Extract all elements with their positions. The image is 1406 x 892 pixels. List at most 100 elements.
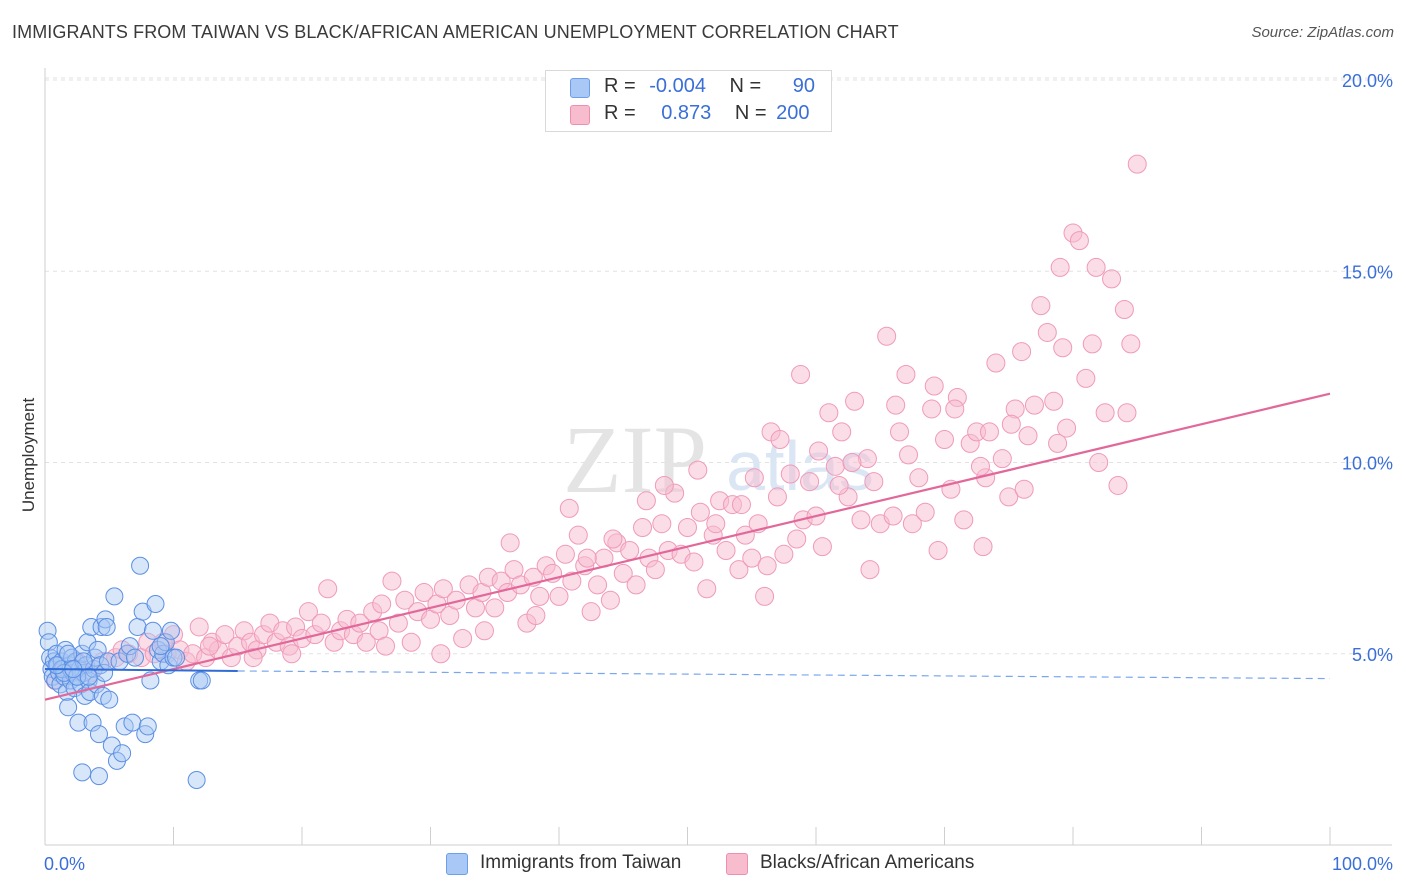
chart-title: IMMIGRANTS FROM TAIWAN VS BLACK/AFRICAN …	[12, 22, 899, 42]
point-black	[562, 571, 582, 591]
point-black	[1089, 453, 1109, 472]
point-black	[1086, 257, 1106, 277]
point-black	[832, 422, 852, 442]
point-black	[780, 464, 800, 484]
point-black	[311, 613, 331, 633]
r-label: R =	[604, 75, 636, 97]
point-black	[388, 613, 408, 633]
black-legend-swatch	[726, 853, 748, 875]
point-black	[787, 529, 807, 549]
point-taiwan	[187, 770, 206, 789]
point-black	[688, 460, 708, 480]
point-black	[886, 395, 906, 415]
source-label: Source: ZipAtlas.com	[1251, 24, 1394, 41]
point-black	[791, 365, 811, 385]
trend-black	[44, 392, 1331, 701]
y-tick-label: 20.0%	[1342, 71, 1393, 91]
point-black	[924, 376, 944, 396]
point-black	[199, 636, 219, 656]
point-taiwan	[83, 713, 102, 732]
grid-lines	[45, 77, 1392, 655]
point-black	[652, 514, 672, 534]
point-black	[935, 430, 954, 450]
r-value-black: 0.873	[661, 102, 712, 124]
point-black	[744, 468, 764, 488]
point-black	[1057, 418, 1077, 438]
point-black	[1014, 479, 1034, 499]
point-black	[376, 636, 396, 656]
point-taiwan	[161, 621, 180, 640]
trend-lines	[44, 392, 1331, 701]
point-black	[1050, 257, 1070, 277]
trend-taiwan	[44, 668, 238, 672]
point-taiwan	[138, 717, 157, 736]
point-black	[902, 514, 922, 534]
point-black	[1108, 475, 1128, 495]
point-black	[845, 391, 865, 411]
point-black	[1037, 322, 1057, 342]
n-label: N =	[734, 102, 767, 124]
point-black	[401, 632, 421, 652]
point-black	[851, 510, 871, 530]
point-black	[1001, 414, 1021, 434]
point-black	[1102, 269, 1122, 289]
point-taiwan	[82, 617, 101, 636]
point-black	[356, 632, 376, 652]
point-black	[864, 472, 884, 492]
point-taiwan	[125, 648, 144, 667]
point-black	[716, 540, 736, 560]
point-black	[1053, 338, 1073, 358]
n-label: N =	[729, 75, 762, 97]
point-taiwan	[97, 617, 116, 636]
point-taiwan	[59, 644, 78, 663]
point-black	[1069, 231, 1089, 251]
point-black	[613, 563, 633, 583]
point-black	[731, 495, 751, 515]
point-black	[1018, 426, 1038, 446]
point-black	[842, 453, 862, 472]
point-taiwan	[89, 767, 108, 786]
point-black	[603, 529, 623, 549]
point-black	[1024, 395, 1044, 415]
point-black	[729, 560, 749, 580]
point-black	[877, 326, 897, 346]
axes	[44, 68, 1392, 846]
point-taiwan	[38, 621, 57, 640]
point-black	[626, 575, 646, 595]
point-black	[800, 472, 820, 492]
point-taiwan	[96, 610, 115, 629]
point-black	[986, 353, 1006, 373]
point-black	[318, 579, 338, 599]
point-black	[633, 518, 653, 538]
point-black	[812, 537, 832, 557]
point-black	[530, 586, 550, 606]
trend-taiwan-dashed	[237, 670, 1331, 680]
point-black	[829, 475, 849, 495]
point-black	[755, 586, 775, 606]
point-black	[1048, 433, 1068, 453]
series-black-points	[45, 154, 1147, 691]
point-black	[697, 579, 717, 599]
point-black	[526, 606, 546, 625]
point-black	[243, 648, 263, 668]
point-black	[954, 510, 974, 530]
point-taiwan	[123, 713, 142, 732]
point-black	[645, 560, 665, 580]
point-black	[298, 602, 318, 622]
point-black	[883, 506, 903, 526]
point-black	[890, 422, 910, 442]
point-taiwan	[146, 595, 165, 614]
point-black	[654, 475, 674, 495]
point-taiwan	[88, 640, 107, 659]
point-black	[970, 456, 990, 476]
point-black	[860, 560, 880, 580]
point-black	[282, 644, 302, 664]
y-tick-label: 5.0%	[1352, 645, 1393, 665]
black-swatch	[570, 105, 590, 125]
point-taiwan	[78, 633, 97, 652]
y-tick-label: 15.0%	[1342, 262, 1393, 282]
point-taiwan	[151, 637, 170, 656]
point-taiwan	[69, 713, 88, 732]
point-black	[767, 487, 787, 507]
